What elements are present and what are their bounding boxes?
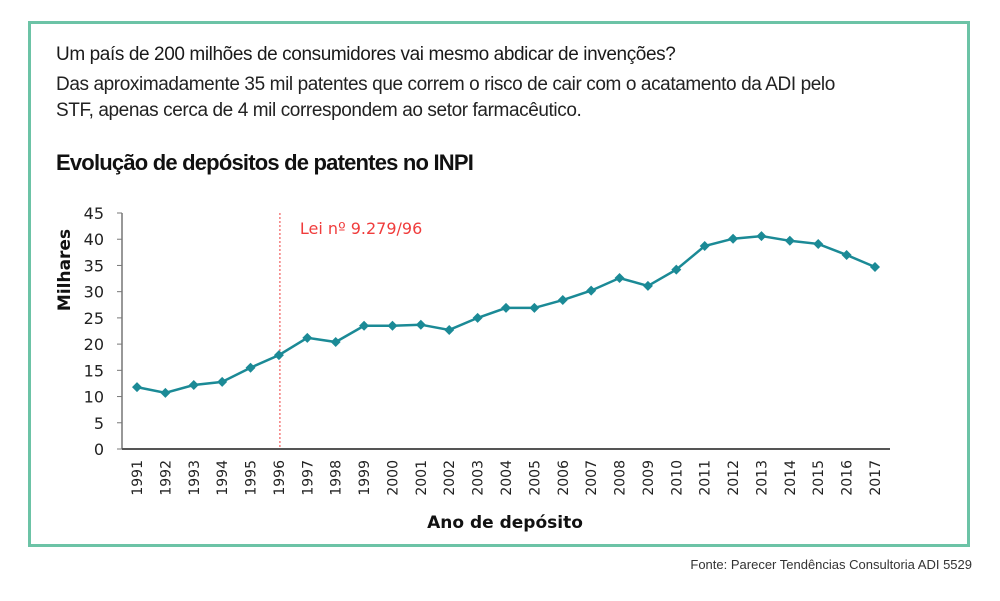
data-point [756,231,767,242]
x-tick-label: 2013 [754,460,770,496]
x-tick-label: 2011 [698,460,714,496]
data-point [501,302,511,313]
data-point [557,295,568,306]
y-tick-label: 20 [84,335,104,354]
data-point [387,320,398,331]
y-tick-label: 15 [84,361,104,380]
x-tick-label: 2015 [811,460,827,496]
data-point [614,273,625,284]
annotation-label: Lei nº 9.279/96 [300,219,422,238]
x-tick-label: 1992 [158,460,174,496]
x-tick-label: 2002 [442,460,458,496]
x-tick-label: 1993 [187,460,203,496]
headline-subtitle: Das aproximadamente 35 mil patentes que … [56,74,835,121]
data-point [132,382,142,393]
data-point [302,332,313,343]
y-tick-label: 35 [84,256,104,275]
data-point [472,312,483,323]
data-point [188,380,199,391]
x-tick-label: 2009 [641,460,657,496]
x-tick-label: 2004 [499,460,515,496]
x-tick-label: 2008 [613,460,629,496]
y-tick-label: 5 [94,414,104,433]
x-tick-label: 2017 [868,460,884,496]
data-point [245,362,256,373]
x-tick-label: 2000 [385,460,401,496]
data-point [529,302,540,313]
x-tick-label: 2003 [471,460,487,496]
data-point [330,337,341,348]
x-tick-label: 1999 [357,460,373,496]
x-tick-label: 1998 [329,460,345,496]
x-tick-label: 2005 [527,460,543,496]
y-tick-label: 40 [84,230,104,249]
data-point [728,233,739,244]
data-point [671,264,682,275]
x-tick-label: 1994 [215,460,231,496]
x-axis-label: Ano de depósito [427,513,583,533]
data-point [586,285,597,296]
x-tick-label: 2001 [414,460,430,496]
data-point [813,238,824,249]
x-tick-label: 2012 [726,460,742,496]
x-tick-label: 2014 [783,460,799,496]
data-point [841,249,852,260]
data-point [699,241,710,252]
y-tick-label: 45 [84,204,104,223]
data-point [415,319,426,330]
headline-question: Um país de 200 milhões de consumidores v… [56,44,676,65]
y-tick-label: 25 [84,309,104,328]
data-point [217,376,228,387]
x-tick-label: 1991 [130,460,146,496]
x-tick-label: 1996 [272,460,288,496]
source-note: Fonte: Parecer Tendências Consultoria AD… [690,557,972,572]
x-tick-label: 2007 [584,460,600,496]
x-tick-label: 2006 [556,460,572,496]
y-tick-label: 0 [94,440,104,459]
y-tick-label: 10 [84,388,104,407]
data-point [870,262,880,273]
x-tick-label: 2010 [669,460,685,496]
chart-title: Evolução de depósitos de patentes no INP… [56,150,474,175]
data-point [160,387,171,398]
data-point [359,320,370,331]
x-tick-label: 2016 [840,460,856,496]
x-tick-label: 1997 [300,460,316,496]
x-tick-label: 1995 [244,460,260,496]
y-tick-label: 30 [84,283,104,302]
data-point [784,235,795,246]
content-frame [28,21,970,547]
data-point [273,350,284,361]
y-axis-label: Milhares [55,229,75,311]
data-point [444,324,455,335]
data-point [642,280,653,291]
